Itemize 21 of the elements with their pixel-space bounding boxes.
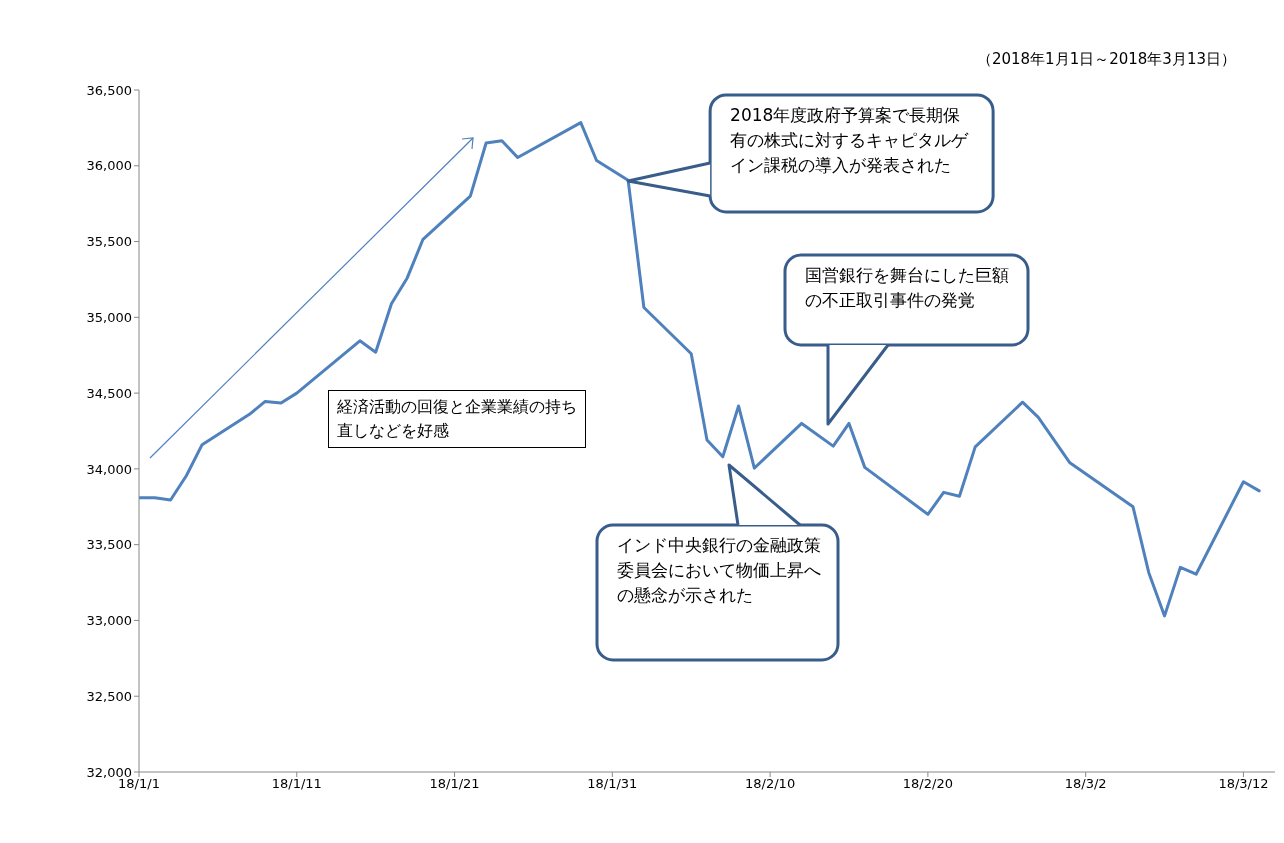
y-tick-label: 32,500 (86, 688, 132, 704)
x-tick-label: 18/2/20 (902, 776, 953, 792)
annotation: インド中央銀行の金融政策委員会において物価上昇への懸念が示された (617, 534, 822, 607)
y-tick-label: 35,000 (86, 309, 132, 325)
annotation: 国営銀行を舞台にした巨額の不正取引事件の発覚 (805, 264, 1010, 312)
y-tick-label: 36,500 (86, 82, 132, 98)
x-tick-label: 18/1/11 (271, 776, 322, 792)
y-tick-label: 34,000 (86, 461, 132, 477)
x-tick-label: 18/1/31 (587, 776, 638, 792)
x-tick-label: 18/3/12 (1218, 776, 1269, 792)
x-tick-label: 18/2/10 (745, 776, 796, 792)
y-tick-label: 34,500 (86, 385, 132, 401)
x-tick-label: 18/1/21 (429, 776, 480, 792)
y-tick-label: 36,000 (86, 158, 132, 174)
annotation: 2018年度政府予算案で長期保有の株式に対するキャピタルゲイン課税の導入が発表された (730, 103, 970, 177)
y-tick-label: 33,000 (86, 613, 132, 629)
y-tick-label: 33,500 (86, 537, 132, 553)
annotation: 経済活動の回復と企業業績の持ち直しなどを好感 (328, 390, 586, 448)
chart-subtitle: （2018年1月1日～2018年3月13日） (976, 50, 1236, 69)
y-tick-label: 35,500 (86, 234, 132, 250)
x-tick-label: 18/3/2 (1064, 776, 1107, 792)
